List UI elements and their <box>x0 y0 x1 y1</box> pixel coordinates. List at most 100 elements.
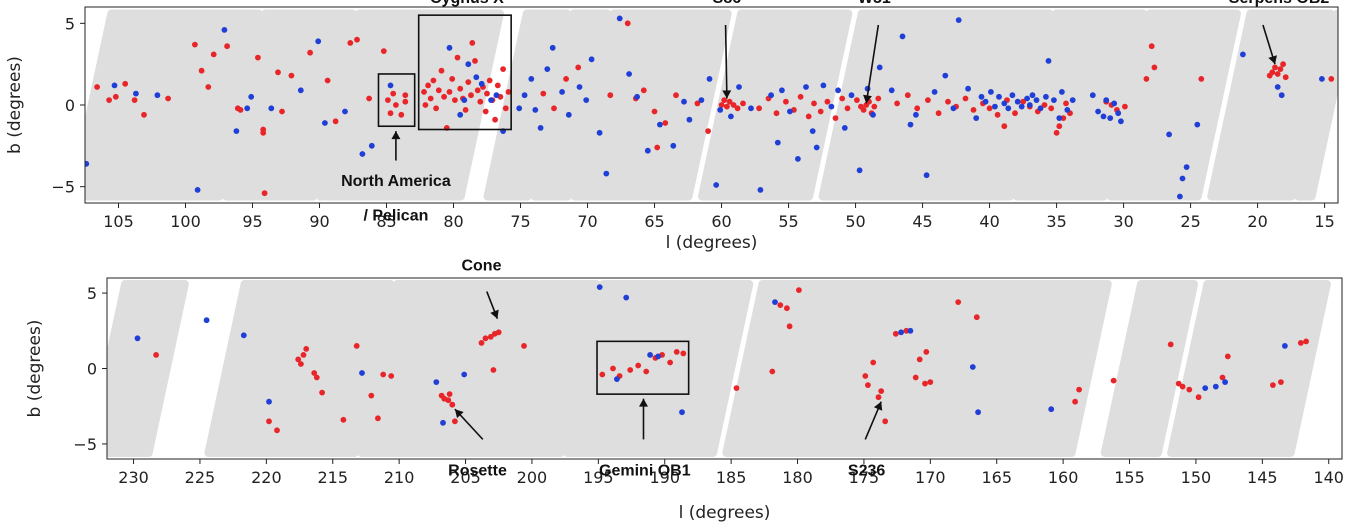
blue-point <box>461 97 468 103</box>
blue-point <box>268 105 275 112</box>
blue-point <box>532 107 539 113</box>
blue-point <box>537 125 544 131</box>
red-point <box>275 69 281 76</box>
red-point <box>313 374 320 381</box>
blue-point <box>134 335 141 342</box>
arrow-head <box>722 90 732 99</box>
red-point <box>449 76 456 82</box>
blue-point <box>1212 383 1219 390</box>
blue-point <box>965 85 971 92</box>
blue-point <box>992 103 998 110</box>
red-point <box>1056 123 1063 130</box>
region-label: Gemini OB1 <box>599 463 691 480</box>
red-point <box>860 107 867 113</box>
blue-point <box>1222 379 1228 385</box>
red-point <box>643 368 650 375</box>
red-point <box>452 418 458 425</box>
arrow-head <box>863 94 872 104</box>
red-point <box>457 85 464 92</box>
blue-point <box>950 105 957 112</box>
x-tick-label: 90 <box>309 212 329 231</box>
blue-point <box>433 379 440 385</box>
red-point <box>786 323 793 330</box>
blue-point <box>111 82 118 89</box>
red-point <box>730 102 737 108</box>
red-point <box>1012 110 1018 117</box>
x-tick-label: 140 <box>1313 468 1344 487</box>
coverage-strip <box>735 280 1112 457</box>
blue-point <box>655 353 661 360</box>
red-point <box>237 107 244 113</box>
region-label: Rosette <box>448 463 507 480</box>
red-point <box>427 95 434 102</box>
arrow-head <box>454 409 464 419</box>
red-point <box>484 90 490 97</box>
red-point <box>303 346 310 352</box>
red-point <box>970 107 977 113</box>
blue-point <box>1045 58 1052 64</box>
red-point <box>925 97 931 103</box>
y-tick-label: −5 <box>73 435 97 454</box>
y-tick-label: 0 <box>65 96 75 115</box>
x-tick-label: 45 <box>912 212 932 231</box>
blue-point <box>1107 115 1114 121</box>
red-point <box>122 80 129 87</box>
arrow-head <box>638 398 648 407</box>
red-point <box>854 97 860 103</box>
red-point <box>477 98 484 105</box>
red-point <box>332 118 339 125</box>
red-point <box>205 84 212 90</box>
red-point <box>261 190 268 197</box>
red-point <box>1122 103 1128 110</box>
red-point <box>824 98 831 105</box>
blue-point <box>657 121 663 128</box>
blue-point <box>774 139 781 146</box>
x-tick-label: 205 <box>450 468 481 487</box>
blue-point <box>1194 121 1201 128</box>
x-tick-label: 105 <box>103 212 134 231</box>
blue-point <box>670 142 677 149</box>
blue-point <box>616 15 623 22</box>
x-tick-label: 150 <box>1181 468 1212 487</box>
red-point <box>1186 386 1193 393</box>
red-point <box>1277 66 1284 72</box>
blue-point <box>1118 118 1124 125</box>
blue-point <box>942 72 949 79</box>
red-point <box>353 343 360 349</box>
red-point <box>449 401 456 408</box>
red-point <box>903 327 910 334</box>
blue-point <box>233 128 240 135</box>
red-point <box>112 93 119 100</box>
red-point <box>462 107 469 113</box>
red-point <box>667 359 673 366</box>
red-point <box>385 97 391 103</box>
blue-point <box>681 98 687 105</box>
coverage-strip <box>108 9 263 201</box>
x-tick-label: 70 <box>577 212 597 231</box>
red-point <box>844 105 851 112</box>
red-point <box>465 79 472 85</box>
blue-point <box>565 111 572 118</box>
red-point <box>651 108 658 115</box>
red-point <box>1151 64 1158 71</box>
blue-point <box>576 84 583 90</box>
blue-point <box>1043 93 1049 100</box>
x-tick-label: 85 <box>376 212 396 231</box>
blue-point <box>1059 89 1065 95</box>
red-point <box>599 371 606 378</box>
red-point <box>446 89 453 95</box>
red-point <box>486 77 493 84</box>
blue-point <box>221 27 228 33</box>
red-point <box>430 77 437 84</box>
red-point <box>433 105 439 112</box>
blue-point <box>457 111 464 118</box>
red-point <box>1297 340 1304 346</box>
blue-point <box>266 398 272 405</box>
red-point <box>1269 69 1276 76</box>
red-point <box>94 84 100 90</box>
blue-point <box>203 317 210 324</box>
blue-point <box>1103 97 1110 103</box>
x-tick-label: 75 <box>510 212 530 231</box>
red-point <box>680 350 687 357</box>
blue-point <box>1115 110 1122 117</box>
